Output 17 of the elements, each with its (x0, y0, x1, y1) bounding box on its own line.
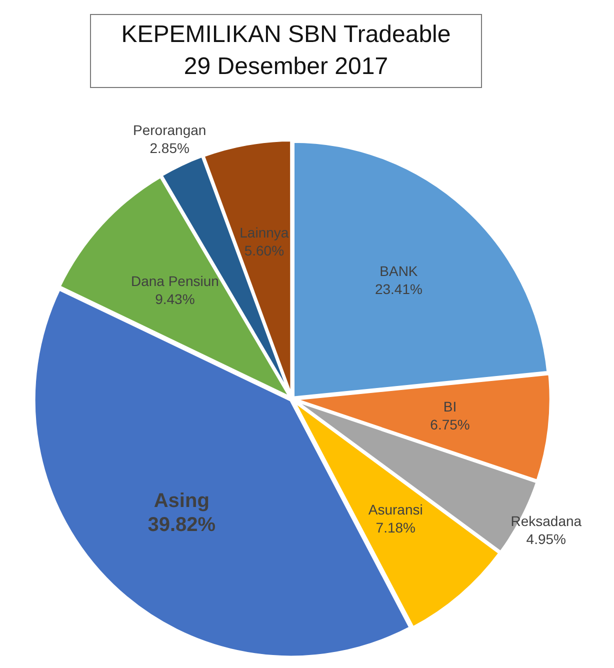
data-label: 23.41% (374, 280, 422, 297)
slice-label: Reksadana (510, 513, 582, 530)
data-label: 4.95% (526, 531, 566, 548)
data-label: 2.85% (150, 140, 190, 156)
slice-label: BANK (380, 262, 418, 279)
data-label: 6.75% (430, 416, 470, 433)
data-label: 39.82% (148, 514, 216, 536)
slice-label: Perorangan (133, 122, 206, 138)
chart-title: KEPEMILIKAN SBN Tradeable 29 Desember 2017 (90, 14, 482, 88)
data-label: 9.43% (155, 291, 195, 308)
slice-label: Dana Pensiun (130, 273, 219, 290)
slice-label: Asing (154, 490, 210, 512)
slice-label: BI (443, 398, 457, 415)
slice-label: Lainnya (240, 224, 289, 240)
data-label: 5.60% (244, 242, 284, 258)
slice-label: Asuransi (368, 501, 423, 518)
data-label: 7.18% (376, 519, 416, 536)
